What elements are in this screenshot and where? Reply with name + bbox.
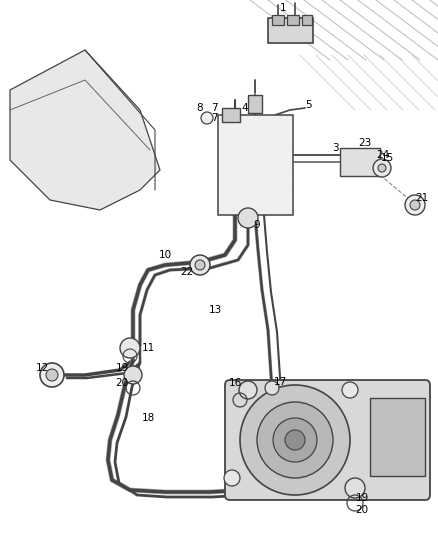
Text: 7: 7 <box>211 103 217 113</box>
Circle shape <box>240 385 350 495</box>
Bar <box>272 15 284 25</box>
Polygon shape <box>10 50 160 210</box>
Bar <box>302 15 312 25</box>
Text: 22: 22 <box>180 267 194 277</box>
Text: 7: 7 <box>211 113 217 123</box>
Circle shape <box>378 164 386 172</box>
Text: 16: 16 <box>228 378 242 388</box>
Text: 8: 8 <box>197 103 203 113</box>
Circle shape <box>345 478 365 498</box>
Text: 1: 1 <box>280 3 286 13</box>
Circle shape <box>265 381 279 395</box>
Bar <box>268 18 313 43</box>
Text: 24: 24 <box>376 150 390 160</box>
Text: 4: 4 <box>242 103 248 113</box>
Text: 23: 23 <box>358 138 371 148</box>
Circle shape <box>195 260 205 270</box>
Circle shape <box>239 381 257 399</box>
Circle shape <box>40 363 64 387</box>
Bar <box>248 95 262 113</box>
Text: 11: 11 <box>141 343 155 353</box>
Circle shape <box>285 430 305 450</box>
Circle shape <box>238 208 258 228</box>
Bar <box>222 108 240 122</box>
Bar <box>287 15 299 25</box>
Circle shape <box>342 382 358 398</box>
Circle shape <box>124 366 142 384</box>
Circle shape <box>120 338 140 358</box>
Circle shape <box>46 369 58 381</box>
Text: 19: 19 <box>115 363 129 373</box>
Circle shape <box>405 195 425 215</box>
Circle shape <box>257 402 333 478</box>
Text: 20: 20 <box>356 505 368 515</box>
Text: 5: 5 <box>305 100 311 110</box>
Text: 15: 15 <box>380 153 394 163</box>
Circle shape <box>273 418 317 462</box>
Circle shape <box>201 112 213 124</box>
Text: 13: 13 <box>208 305 222 315</box>
Text: 20: 20 <box>116 378 129 388</box>
Text: 18: 18 <box>141 413 155 423</box>
Text: 19: 19 <box>355 493 369 503</box>
Circle shape <box>373 159 391 177</box>
Text: 17: 17 <box>273 377 286 387</box>
FancyBboxPatch shape <box>225 380 430 500</box>
Text: 12: 12 <box>35 363 49 373</box>
Bar <box>370 398 425 476</box>
Text: 9: 9 <box>254 220 260 230</box>
Text: 10: 10 <box>159 250 172 260</box>
Circle shape <box>224 470 240 486</box>
Circle shape <box>410 200 420 210</box>
Text: 21: 21 <box>415 193 429 203</box>
Bar <box>340 148 380 176</box>
Bar <box>218 115 293 215</box>
Text: 3: 3 <box>332 143 338 153</box>
Circle shape <box>190 255 210 275</box>
